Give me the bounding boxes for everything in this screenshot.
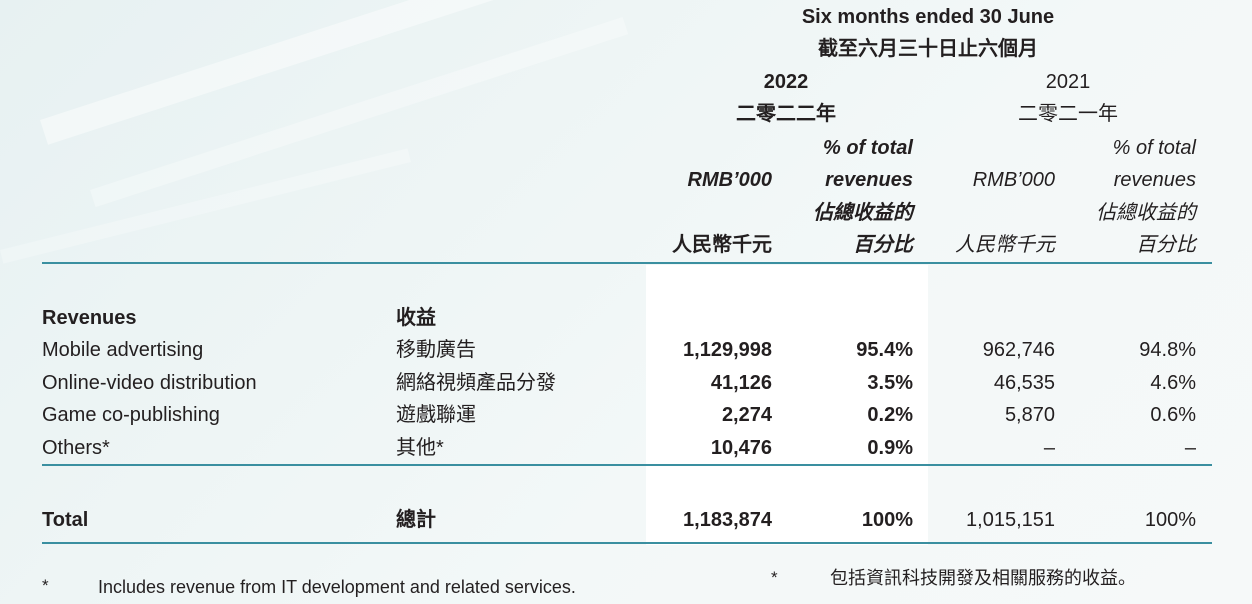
year-2022: 2022	[763, 71, 809, 93]
section-label-en: Revenues	[42, 307, 137, 329]
row-label-zh: 遊戲聯運	[396, 404, 476, 426]
value-2022: 1,129,998	[683, 339, 772, 361]
row-label-en: Online-video distribution	[42, 372, 257, 394]
section-label-zh: 收益	[396, 307, 436, 329]
col-header-rmb-2022: RMB’000	[687, 169, 772, 191]
value-2022: 2,274	[721, 404, 772, 426]
total-pct-2022: 100%	[861, 509, 913, 531]
value-2022: 10,476	[710, 437, 772, 459]
pct-2021: 4.6%	[1150, 372, 1196, 394]
total-pct-2021: 100%	[1144, 509, 1196, 531]
col-header-pct-2021-zh: 佔總收益的	[1096, 202, 1196, 224]
subtotal-rule	[42, 464, 1212, 466]
row-label-zh: 移動廣告	[396, 339, 476, 361]
pct-2022: 95.4%	[856, 339, 913, 361]
col-header-rmb-zh-2022: 人民幣千元	[672, 234, 772, 256]
col-header-pct-2021: % of total	[1112, 137, 1196, 159]
col-header-rmb-2021: RMB’000	[972, 169, 1055, 191]
col-header-rmb-zh-2021: 人民幣千元	[955, 234, 1055, 256]
year-2022-zh: 二零二二年	[736, 103, 836, 125]
pct-2022: 0.9%	[867, 437, 913, 459]
pct-2021: –	[1184, 437, 1196, 459]
pct-2021: 94.8%	[1139, 339, 1196, 361]
period-title-en: Six months ended 30 June	[801, 6, 1055, 28]
row-label-zh: 網絡視頻產品分發	[396, 372, 556, 394]
total-value-2022: 1,183,874	[683, 509, 772, 531]
col-header-pct-2022-line2: revenues	[825, 169, 913, 191]
col-header-pct-2022-zh-line2: 百分比	[853, 234, 913, 256]
value-2022: 41,126	[710, 372, 772, 394]
row-label-zh: 其他*	[396, 437, 444, 459]
period-title-zh: 截至六月三十日止六個月	[818, 38, 1038, 60]
total-label-zh: 總計	[396, 509, 436, 531]
row-label-en: Game co-publishing	[42, 404, 220, 426]
pct-2021: 0.6%	[1150, 404, 1196, 426]
value-2021: 46,535	[993, 372, 1055, 394]
row-label-en: Others*	[42, 437, 110, 459]
value-2021: –	[1043, 437, 1055, 459]
footnote-text-zh: 包括資訊科技開發及相關服務的收益。	[830, 568, 1136, 588]
col-header-pct-2021-line2: revenues	[1113, 169, 1196, 191]
highlight-column-2022	[646, 265, 928, 545]
row-label-en: Mobile advertising	[42, 339, 204, 361]
total-rule	[42, 542, 1212, 544]
total-label-en: Total	[42, 509, 89, 531]
year-2021: 2021	[1045, 71, 1091, 93]
year-2021-zh: 二零二一年	[1018, 103, 1118, 125]
header-rule	[42, 262, 1212, 264]
footnote-mark-zh: *	[771, 568, 778, 587]
total-value-2021: 1,015,151	[966, 509, 1055, 531]
pct-2022: 3.5%	[867, 372, 913, 394]
value-2021: 5,870	[1004, 404, 1055, 426]
col-header-pct-2022-zh: 佔總收益的	[813, 202, 913, 224]
footnote-text-en: Includes revenue from IT development and…	[98, 577, 576, 597]
pct-2022: 0.2%	[867, 404, 913, 426]
background-stripe	[90, 16, 629, 208]
footnote-mark-en: *	[42, 576, 49, 595]
col-header-pct-2021-zh-line2: 百分比	[1136, 234, 1196, 256]
col-header-pct-2022: % of total	[823, 137, 913, 159]
value-2021: 962,746	[982, 339, 1055, 361]
